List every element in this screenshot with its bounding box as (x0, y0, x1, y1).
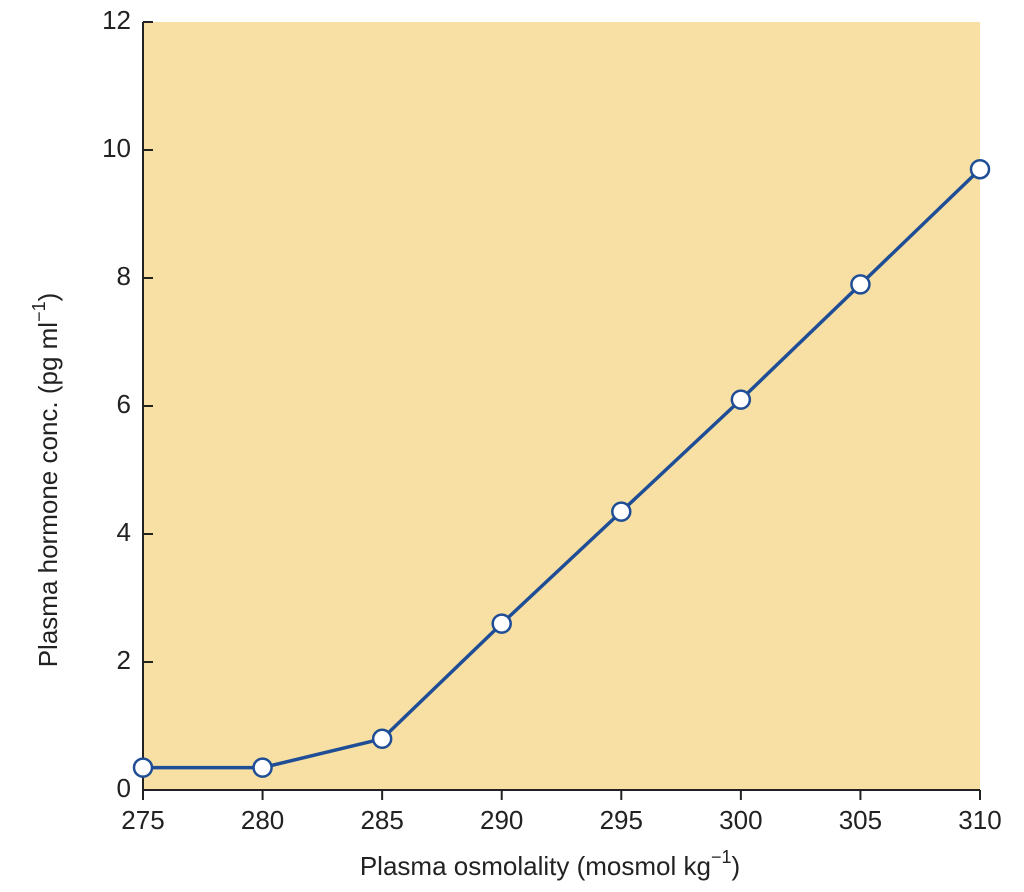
y-axis-label: Plasma hormone conc. (pg ml−1) (29, 293, 63, 668)
plot-background (143, 22, 980, 790)
y-tick-label: 0 (117, 773, 131, 803)
x-label-sup: −1 (711, 847, 732, 867)
y-tick-label: 4 (117, 517, 131, 547)
series-line (143, 167, 982, 770)
data-point (371, 728, 393, 750)
x-tick-label: 290 (480, 805, 523, 835)
x-tick-label: 285 (360, 805, 403, 835)
y-label-end: ) (33, 293, 63, 302)
y-label-text: Plasma hormone conc. (pg ml (33, 322, 63, 667)
x-axis-label: Plasma osmolality (mosmol kg−1) (360, 847, 740, 881)
y-label-sup: −1 (29, 301, 49, 322)
data-point (969, 158, 991, 180)
x-tick-label: 280 (241, 805, 284, 835)
data-point (132, 757, 154, 778)
data-point (730, 389, 752, 410)
y-tick-label: 2 (117, 645, 131, 675)
data-point (611, 501, 632, 522)
data-point (491, 613, 512, 634)
y-tick-label: 6 (117, 389, 131, 419)
x-tick-label: 305 (839, 805, 882, 835)
x-label-end: ) (731, 851, 740, 881)
x-tick-label: 310 (958, 805, 1001, 835)
y-tick-label: 10 (102, 133, 131, 163)
x-label-text: Plasma osmolality (mosmol kg (360, 851, 711, 881)
y-tick-label: 8 (117, 261, 131, 291)
x-tick-label: 275 (121, 805, 164, 835)
y-tick-label: 12 (102, 5, 131, 35)
x-tick-label: 300 (719, 805, 762, 835)
data-point (252, 757, 273, 778)
data-point (850, 274, 871, 295)
x-tick-label: 295 (600, 805, 643, 835)
